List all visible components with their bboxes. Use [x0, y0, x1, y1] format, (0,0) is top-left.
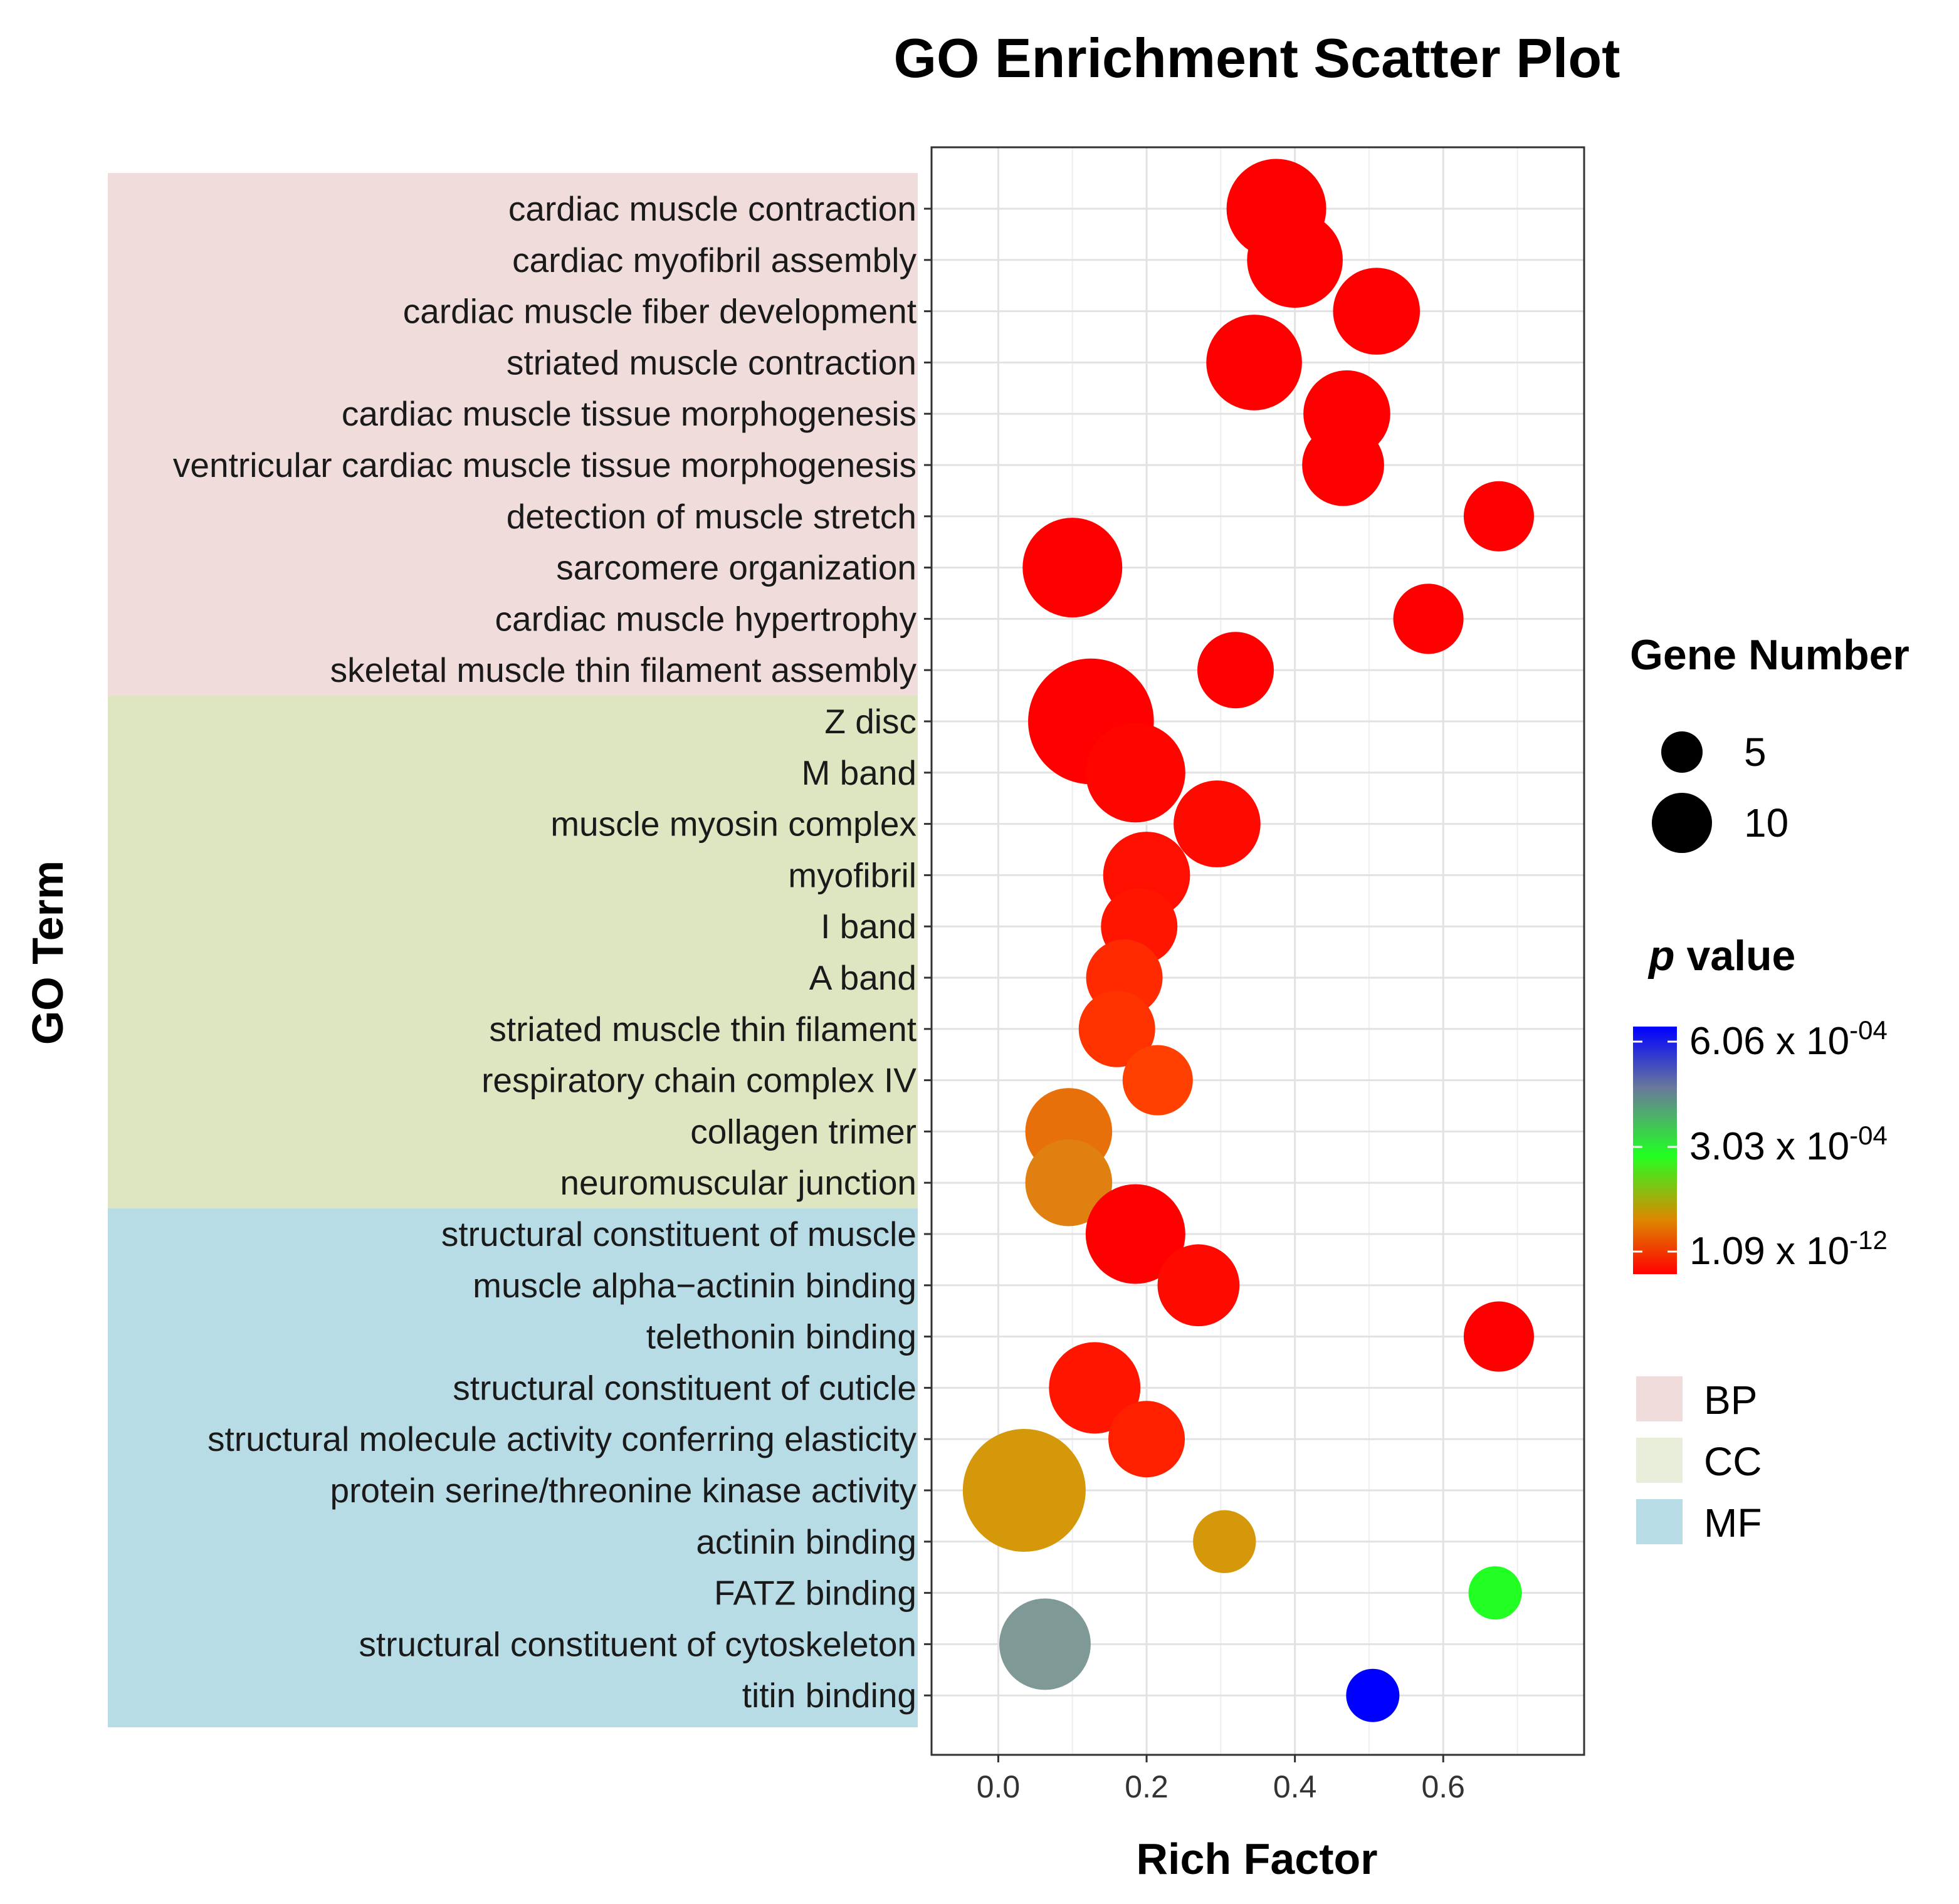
p-value-title-rest: value: [1675, 932, 1796, 980]
y-tick-label: cardiac muscle hypertrophy: [495, 599, 916, 638]
chart-title: GO Enrichment Scatter Plot: [894, 27, 1620, 89]
point-neuromuscular-junction: [1025, 1139, 1113, 1227]
y-tick-label: respiratory chain complex IV: [481, 1061, 916, 1100]
colorbar-label-exponent: -04: [1849, 1015, 1888, 1045]
y-tick-label: Z disc: [824, 702, 916, 741]
category-swatch-cc: [1636, 1438, 1683, 1483]
plot-panel-border: [930, 146, 1585, 1756]
y-tick-label: structural molecule activity conferring …: [207, 1420, 916, 1458]
point-telethonin-binding: [1463, 1301, 1535, 1372]
y-tick-label: FATZ binding: [714, 1574, 916, 1613]
point-detection-of-muscle-stretch: [1463, 481, 1535, 552]
x-axis-title: Rich Factor: [1136, 1834, 1377, 1883]
y-tick-label: cardiac myofibril assembly: [512, 241, 916, 280]
point-structural-constituent-of-cuticle: [1049, 1342, 1141, 1434]
y-tick-label: I band: [821, 907, 916, 946]
x-tick-labels: 0.0 0.2 0.4 0.6: [977, 1755, 1465, 1804]
y-tick-label: titin binding: [742, 1676, 916, 1715]
p-value-colorbar: [1633, 1027, 1677, 1274]
panel-border: [930, 146, 1585, 1756]
point-cardiac-muscle-hypertrophy: [1393, 583, 1464, 654]
x-tick-label: 0.6: [1421, 1769, 1465, 1804]
size-legend-label: 5: [1744, 730, 1767, 775]
point-cardiac-myofibril-assembly: [1247, 212, 1343, 308]
y-tick-label: striated muscle thin filament: [489, 1010, 916, 1049]
point-striated-muscle-contraction: [1206, 315, 1302, 411]
y-tick-label: structural constituent of muscle: [441, 1215, 916, 1253]
point-structural-constituent-of-cytoskeleton: [999, 1598, 1091, 1690]
y-tick-label: A band: [809, 958, 916, 997]
y-tick-label: muscle myosin complex: [550, 805, 916, 844]
point-titin-binding: [1346, 1668, 1400, 1722]
point-protein-serine-threonine-kinase-activity: [962, 1429, 1086, 1552]
category-bands: [108, 173, 918, 1728]
colorbar-label-exponent: -12: [1849, 1225, 1888, 1255]
y-tick-labels: cardiac muscle contraction cardiac myofib…: [173, 189, 932, 1715]
y-tick-label: telethonin binding: [646, 1317, 916, 1356]
colorbar-label-exponent: -04: [1849, 1121, 1888, 1150]
point-actinin-binding: [1193, 1510, 1256, 1573]
p-value-legend-title: p value: [1647, 932, 1795, 980]
y-tick-label: sarcomere organization: [556, 548, 916, 587]
point-respiratory-chain-complex-iv: [1122, 1045, 1193, 1116]
band-mf: [108, 1208, 918, 1728]
band-bp: [108, 173, 918, 696]
colorbar-label-mantissa: 1.09 x 10: [1689, 1230, 1849, 1273]
point-structural-constituent-of-muscle: [1085, 1184, 1185, 1284]
point-skeletal-muscle-thin-filament-assembly: [1197, 632, 1274, 709]
colorbar-label: 1.09 x 10-12: [1689, 1225, 1888, 1273]
p-value-title-italic: p: [1647, 932, 1675, 980]
category-label-bp: BP: [1704, 1378, 1757, 1423]
y-tick-label: structural constituent of cuticle: [453, 1368, 916, 1407]
point-striated-muscle-thin-filament: [1078, 990, 1155, 1067]
category-legend: BP CC MF: [1636, 1376, 1762, 1546]
colorbar-label: 6.06 x 10-04: [1689, 1015, 1888, 1063]
y-tick-label: cardiac muscle contraction: [508, 189, 916, 228]
point-fatz-binding: [1468, 1566, 1522, 1620]
y-tick-label: actinin binding: [696, 1522, 916, 1561]
y-tick-label: M band: [802, 753, 916, 792]
colorbar-label: 3.03 x 10-04: [1689, 1121, 1888, 1168]
x-tick-label: 0.4: [1273, 1769, 1317, 1804]
y-tick-label: myofibril: [788, 855, 916, 894]
size-legend-circle: [1652, 793, 1712, 853]
point-ventricular-cardiac-muscle-tissue-morphogenesis: [1302, 424, 1384, 506]
y-tick-label: neuromuscular junction: [560, 1163, 916, 1202]
x-tick-label: 0.0: [977, 1769, 1021, 1804]
y-tick-label: muscle alpha−actinin binding: [473, 1266, 916, 1305]
x-tick-label: 0.2: [1125, 1769, 1169, 1804]
size-legend-circle: [1661, 731, 1703, 773]
category-label-mf: MF: [1704, 1500, 1762, 1546]
y-tick-label: protein serine/threonine kinase activity: [330, 1471, 916, 1510]
p-value-legend: p value 6.06 x 10-043.03 x 10-041.09 x 1…: [1633, 932, 1888, 1274]
category-swatch-mf: [1636, 1499, 1683, 1544]
point-structural-molecule-activity-conferring-elasticity: [1108, 1401, 1185, 1478]
y-tick-label: cardiac muscle fiber development: [403, 292, 916, 331]
category-label-cc: CC: [1704, 1439, 1762, 1484]
y-tick-label: striated muscle contraction: [507, 343, 916, 382]
y-tick-label: ventricular cardiac muscle tissue morpho…: [173, 446, 916, 484]
y-tick-label: detection of muscle stretch: [507, 497, 916, 536]
band-cc: [108, 696, 918, 1209]
colorbar-label-mantissa: 3.03 x 10: [1689, 1125, 1849, 1168]
point-muscle-alpha-actinin-binding: [1157, 1244, 1240, 1327]
data-points: [962, 159, 1535, 1722]
y-tick-label: structural constituent of cytoskeleton: [359, 1624, 916, 1663]
colorbar-label-mantissa: 6.06 x 10: [1689, 1020, 1849, 1063]
point-muscle-myosin-complex: [1174, 780, 1261, 867]
point-sarcomere-organization: [1022, 518, 1123, 618]
y-axis-title: GO Term: [23, 860, 72, 1045]
size-legend-title: Gene Number: [1630, 631, 1909, 679]
y-tick-label: collagen trimer: [690, 1112, 916, 1151]
y-tick-label: cardiac muscle tissue morphogenesis: [342, 394, 916, 433]
size-legend: Gene Number 5 10: [1630, 631, 1909, 853]
y-tick-label: skeletal muscle thin filament assembly: [330, 651, 917, 689]
category-swatch-bp: [1636, 1376, 1683, 1421]
point-m-band: [1085, 723, 1185, 823]
size-legend-label: 10: [1744, 800, 1788, 845]
point-cardiac-muscle-fiber-development: [1333, 268, 1421, 355]
